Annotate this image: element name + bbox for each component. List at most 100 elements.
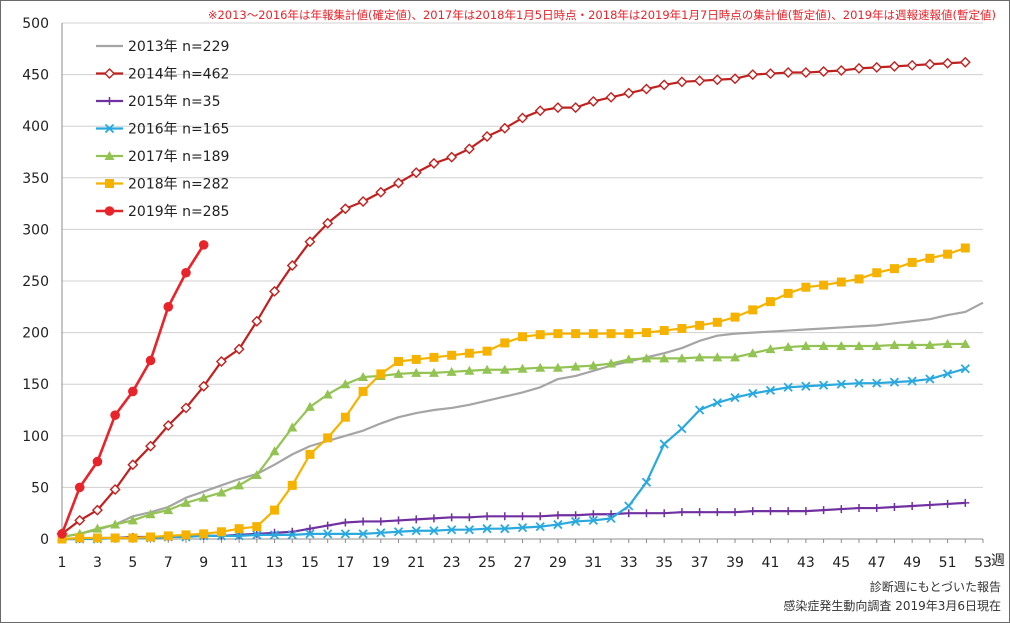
data-point [110, 410, 120, 420]
legend-label: 2017年 n=189 [128, 149, 229, 165]
data-point [323, 529, 333, 539]
data-point [517, 112, 528, 124]
data-point [447, 525, 457, 535]
data-point [517, 523, 528, 533]
data-point [641, 328, 651, 338]
y-tick-label: 500 [22, 16, 49, 32]
data-point [640, 83, 652, 95]
data-point [960, 364, 970, 374]
source-line-1: 診断週にもとづいた報告 [870, 579, 1001, 594]
data-point [410, 167, 422, 179]
data-point [800, 67, 812, 79]
data-point [606, 358, 617, 368]
x-tick-label: 53 [974, 555, 992, 571]
x-tick-label: 19 [372, 555, 390, 571]
x-tick-label: 21 [407, 555, 425, 571]
data-point [464, 365, 475, 375]
data-point [57, 529, 67, 539]
data-point [588, 360, 599, 370]
data-point [906, 59, 918, 71]
data-point [553, 511, 562, 520]
source-line-2: 感染症発生動向調査 2019年3月6日現在 [783, 598, 1001, 613]
data-point [305, 529, 315, 539]
note-text: ※2013～2016年は年報集計値(確定値)、2017年は2018年1月5日時点… [208, 8, 996, 22]
data-point [75, 533, 85, 543]
data-point [607, 510, 616, 519]
x-tick-label: 27 [514, 555, 532, 571]
data-point [871, 61, 883, 73]
data-point [925, 253, 935, 263]
data-point [623, 354, 634, 364]
data-point [109, 483, 121, 495]
series-line [62, 367, 966, 541]
legend: 2013年 n=229 2014年 n=462 2015年 n=35 2016年 n=… [96, 39, 229, 220]
data-point [304, 401, 315, 411]
data-point [889, 264, 899, 274]
x-axis-label: 週 [991, 553, 1005, 569]
data-point [730, 392, 740, 403]
legend-item: 2017年 n=189 [96, 149, 229, 165]
data-point [251, 470, 262, 480]
data-point [641, 477, 652, 487]
data-point [889, 339, 900, 349]
data-point [128, 533, 138, 543]
data-point [924, 339, 935, 349]
data-point [800, 341, 811, 351]
data-point [92, 523, 103, 533]
data-point [393, 177, 405, 189]
x-tick-label: 9 [199, 555, 208, 571]
x-tick-label: 11 [230, 555, 248, 571]
data-point [464, 525, 475, 535]
data-point [127, 459, 139, 471]
x-tick-label: 47 [868, 555, 886, 571]
data-point [818, 341, 829, 351]
data-point [552, 362, 563, 372]
y-tick-label: 50 [31, 480, 49, 496]
data-point [677, 423, 687, 434]
data-point [676, 353, 687, 363]
data-point [907, 339, 918, 349]
legend-label: 2013年 n=229 [128, 39, 229, 55]
data-point [782, 67, 794, 79]
x-tick-label: 33 [620, 555, 638, 571]
data-point [624, 509, 633, 518]
data-point [888, 60, 900, 72]
series-5 [57, 338, 971, 541]
data-point [376, 517, 385, 526]
data-point [465, 513, 474, 522]
data-point [552, 102, 564, 114]
data-point [943, 249, 953, 259]
data-point [357, 196, 369, 208]
data-point [198, 240, 209, 250]
data-point [836, 379, 846, 389]
data-point [854, 341, 865, 351]
data-point [589, 510, 598, 519]
data-point [482, 346, 492, 356]
data-point [588, 515, 598, 526]
data-point [801, 282, 811, 292]
data-point [730, 312, 740, 322]
y-tick-label: 400 [22, 119, 49, 135]
data-point [359, 517, 368, 526]
data-point [925, 374, 935, 384]
data-point [500, 524, 510, 534]
data-point [659, 326, 669, 336]
data-point [286, 260, 298, 272]
data-point [624, 501, 634, 511]
data-point [818, 66, 830, 77]
data-point [571, 511, 580, 520]
y-tick-labels: 0 50 100 150 200 250 300 350 400 450 500 [22, 16, 49, 548]
data-point [446, 366, 457, 376]
data-point [747, 348, 758, 358]
data-point [553, 329, 563, 339]
data-point [694, 75, 706, 87]
series-6 [57, 243, 970, 544]
data-point [694, 352, 705, 362]
data-point [464, 348, 474, 358]
data-point [784, 507, 793, 516]
x-tick-label: 7 [164, 555, 173, 571]
x-tick-label: 45 [832, 555, 850, 571]
data-point [163, 531, 173, 541]
data-point [606, 329, 616, 339]
data-point [605, 91, 617, 103]
